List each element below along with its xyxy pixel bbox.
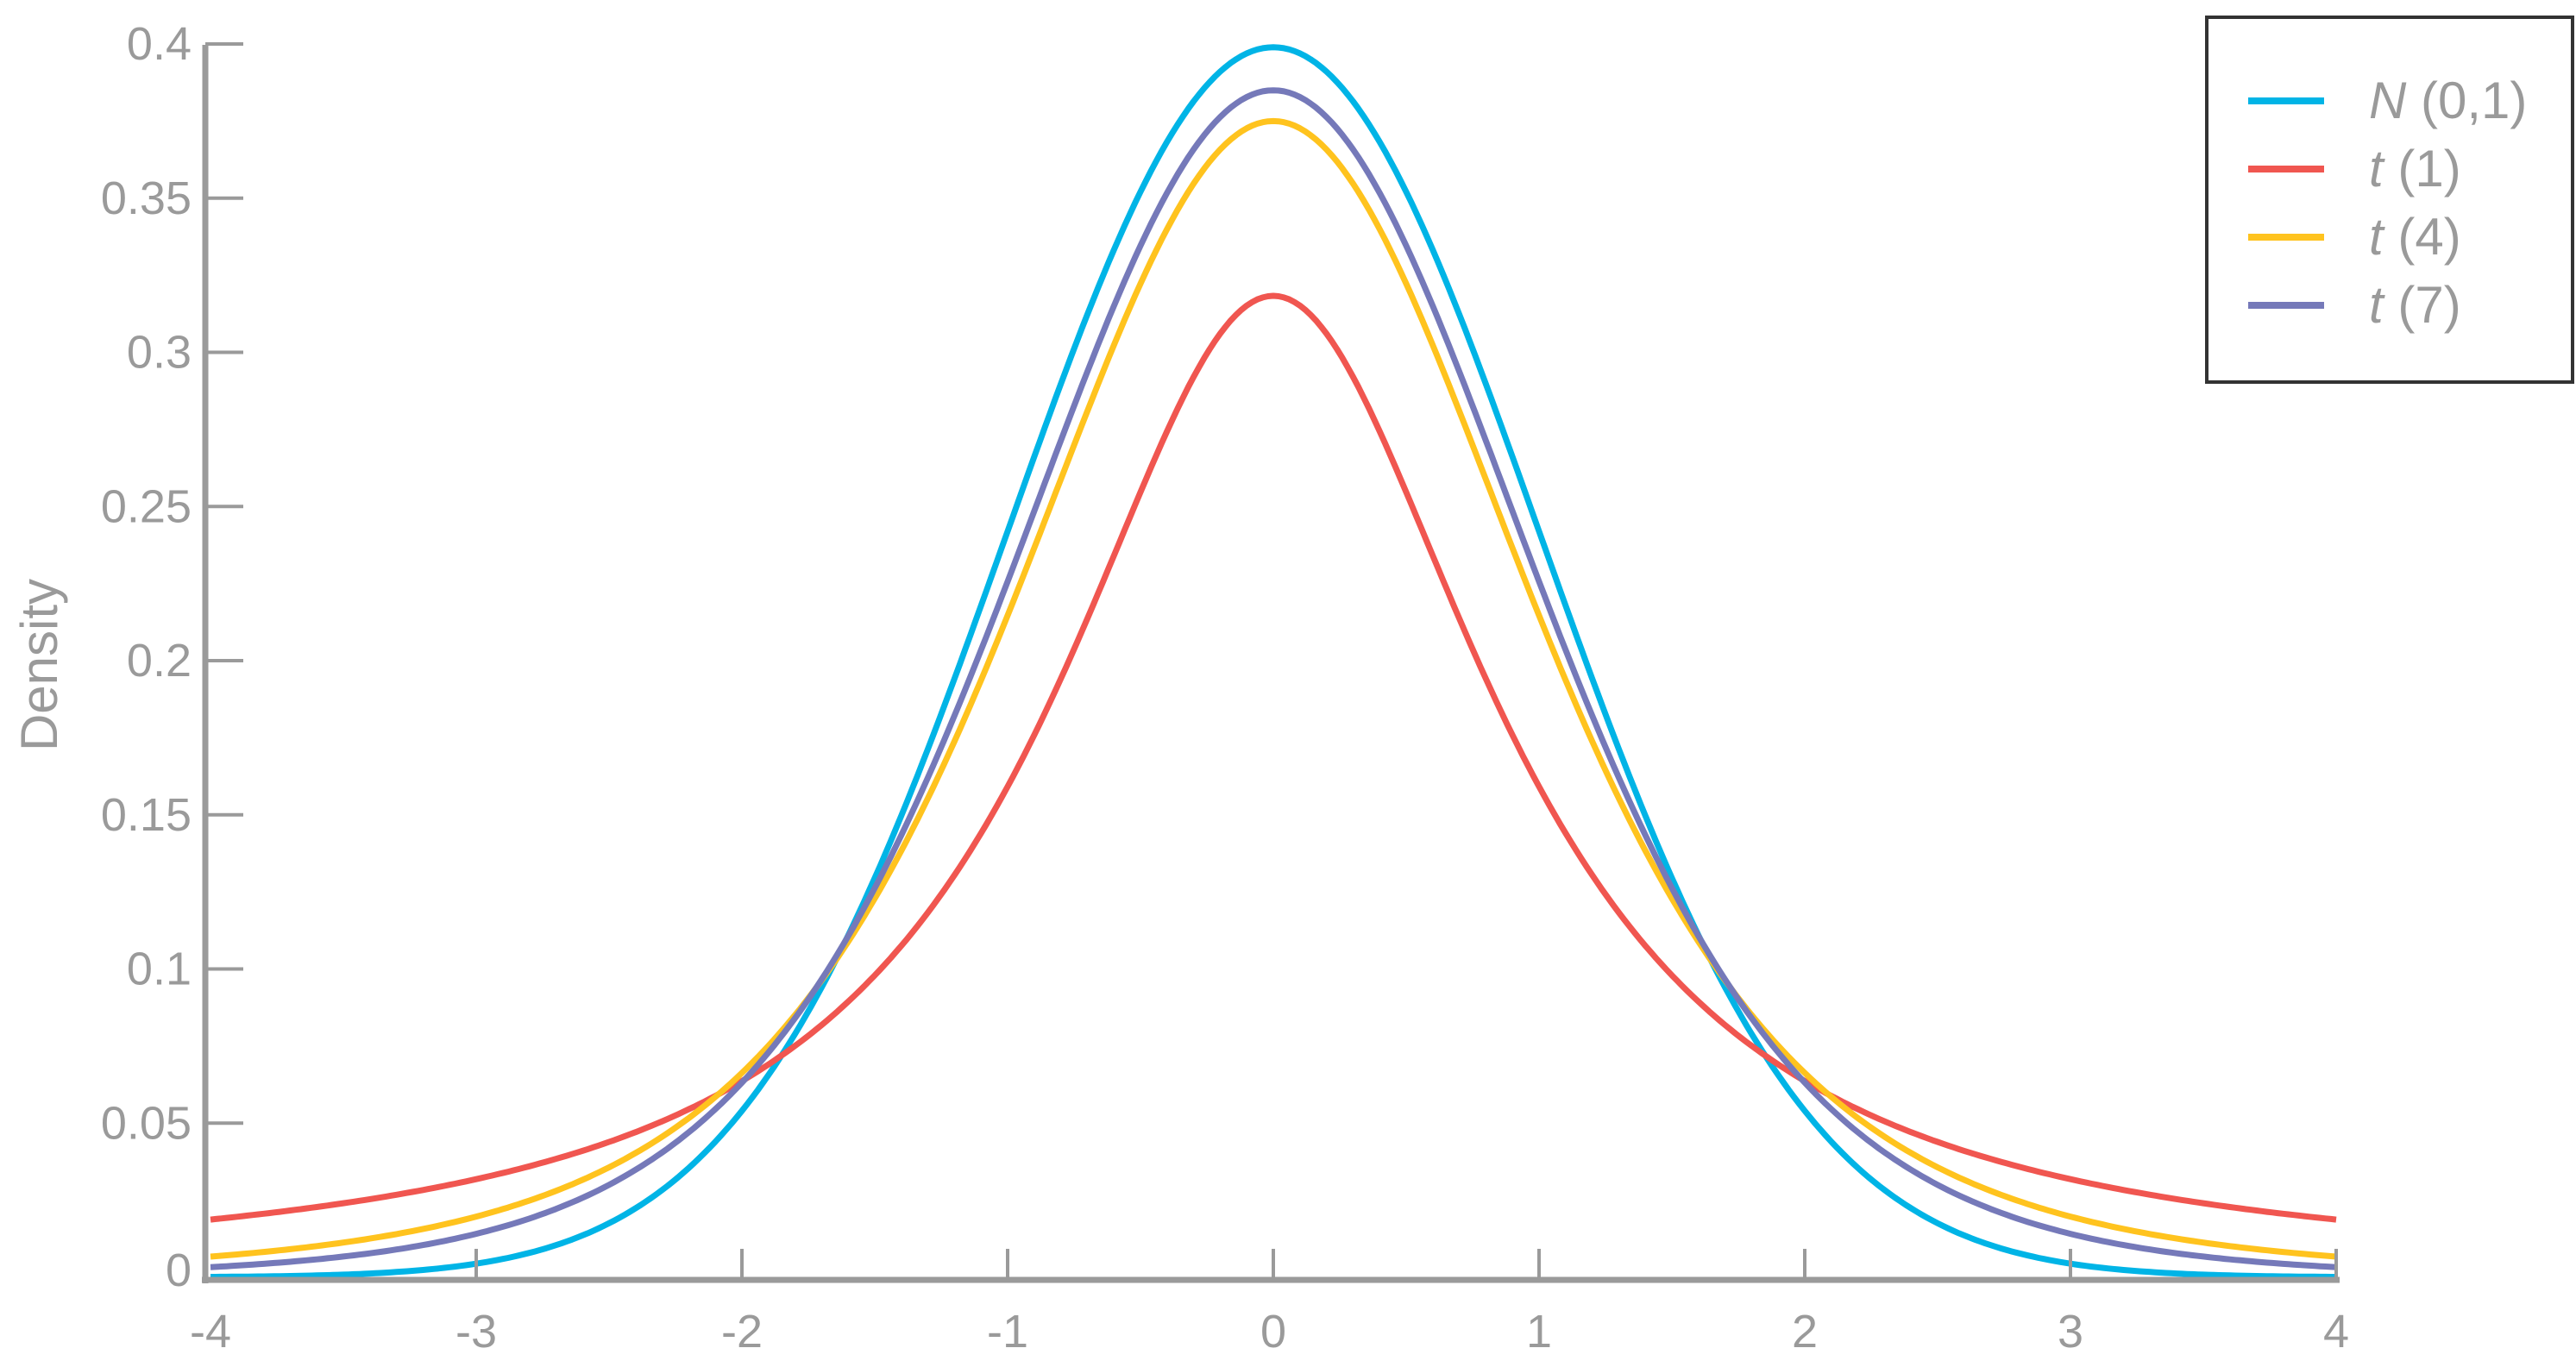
x-tick-label: -3 — [456, 1306, 497, 1358]
legend: N (0,1) t (1) t (4) t (7) — [2205, 16, 2574, 384]
y-tick-label: 0.05 — [101, 1097, 192, 1149]
series-line-1 — [210, 292, 2337, 1223]
x-tick-label: 3 — [2058, 1306, 2083, 1358]
x-tick-label: 0 — [1260, 1306, 1286, 1358]
series-line-0 — [210, 44, 2336, 1280]
y-tick-label: 0.1 — [127, 944, 192, 995]
legend-label: t (4) — [2369, 208, 2461, 266]
x-tick-label: -2 — [721, 1306, 763, 1358]
y-tick-label: 0.15 — [101, 789, 192, 841]
series-line-3 — [210, 87, 2337, 1270]
y-tick-label: 0 — [166, 1245, 192, 1296]
x-tick-label: 2 — [1792, 1306, 1818, 1358]
ticks: -4 -3 -2 -1 0 1 2 3 4 0 0.05 0.1 0.15 0.2 0.25 0.3 0.35 0… — [101, 18, 2349, 1358]
y-tick-label: 0.2 — [127, 635, 192, 687]
axes — [202, 45, 2340, 1283]
y-tick-label: 0.35 — [101, 172, 192, 224]
x-tick-label: 1 — [1526, 1306, 1552, 1358]
y-tick-label: 0.3 — [127, 327, 192, 379]
y-tick-label: 0.25 — [101, 480, 192, 532]
y-tick-label: 0.4 — [127, 18, 192, 70]
x-tick-label: 4 — [2323, 1306, 2349, 1358]
legend-label: N (0,1) — [2369, 72, 2527, 129]
x-tick-label: -1 — [987, 1306, 1028, 1358]
x-tick-label: -4 — [190, 1306, 231, 1358]
y-axis-title: Density — [10, 579, 68, 751]
curves — [210, 44, 2337, 1280]
series-line-2 — [210, 117, 2337, 1260]
legend-label: t (7) — [2369, 276, 2461, 334]
legend-box — [2205, 16, 2574, 384]
legend-label: t (1) — [2369, 140, 2461, 198]
